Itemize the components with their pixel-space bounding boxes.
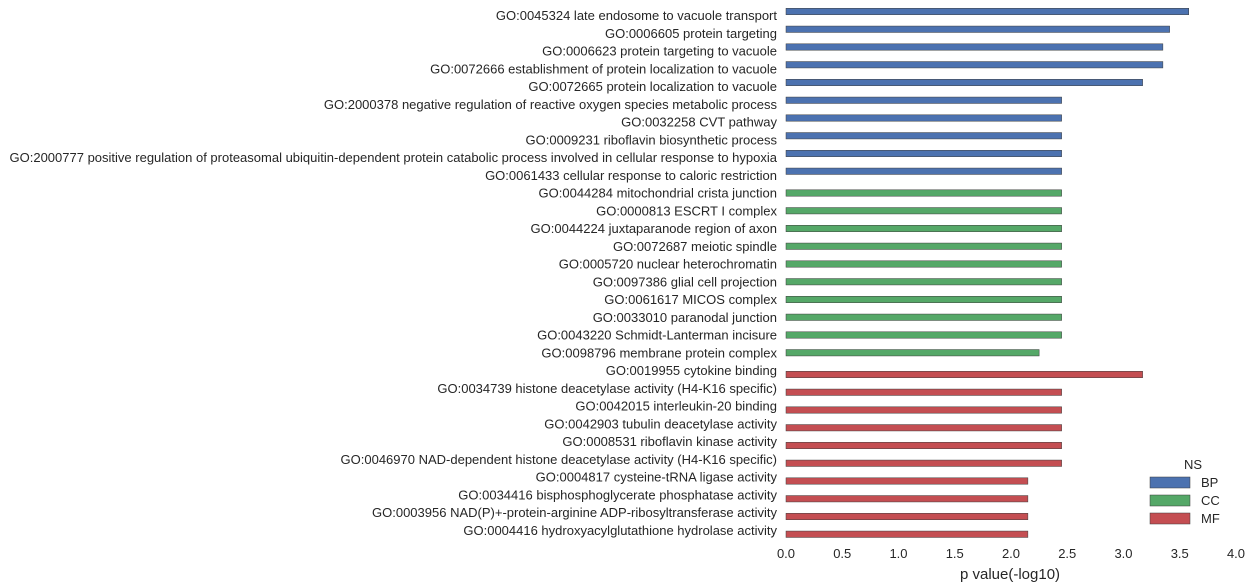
bar [785,406,1062,414]
x-tick-label: 1.5 [946,546,964,561]
bar [785,477,1029,485]
bar [785,278,1062,286]
category-label: GO:0046970 NAD-dependent histone deacety… [341,452,777,467]
category-label: GO:0098796 membrane protein complex [541,345,777,360]
bar [785,495,1029,503]
x-tick-label: 2.0 [1002,546,1020,561]
x-tick-label: 3.0 [1114,546,1132,561]
bar [785,424,1062,432]
legend: NS BP CC MF [1149,457,1220,526]
bar [785,513,1029,520]
legend-swatch [1149,512,1191,525]
x-tick-label: 0.5 [833,546,851,561]
x-tick-labels-group: 0.0 0.5 1.0 1.5 2.0 2.5 3.0 3.5 4.0 [777,546,1245,561]
category-label: GO:0009231 riboflavin biosynthetic proce… [526,132,778,147]
legend-title: NS [1184,457,1202,472]
legend-swatch [1149,494,1191,507]
legend-label: CC [1201,493,1220,508]
category-labels-group: GO:0045324 late endosome to vacuole tran… [10,8,778,538]
category-label: GO:0072666 establishment of protein loca… [430,61,777,76]
bar [785,459,1062,467]
category-label: GO:0045324 late endosome to vacuole tran… [496,8,778,23]
x-tick-label: 3.5 [1171,546,1189,561]
bar [785,530,1029,538]
category-label: GO:0044224 juxtaparanode region of axon [531,221,777,236]
category-label: GO:0000813 ESCRT I complex [596,203,777,218]
category-label: GO:0006605 protein targeting [605,26,777,41]
bar [785,25,1170,33]
bar [785,442,1062,449]
category-label: GO:0097386 glial cell projection [593,274,777,289]
bars-group [785,8,1189,538]
legend-label: BP [1201,475,1218,490]
category-label: GO:0061617 MICOS complex [604,292,777,307]
bar [785,260,1062,268]
category-label: GO:0033010 paranodal junction [593,310,777,325]
bar [785,225,1062,232]
legend-swatch [1149,476,1191,489]
category-label: GO:0072665 protein localization to vacuo… [528,79,777,94]
bar [785,313,1062,321]
category-label: GO:2000777 positive regulation of protea… [10,150,778,165]
category-label: GO:0004416 hydroxyacylglutathione hydrol… [463,523,777,538]
x-tick-label: 0.0 [777,546,795,561]
bar [785,61,1164,69]
category-label: GO:0042903 tubulin deacetylase activity [544,416,777,431]
x-tick-label: 2.5 [1058,546,1076,561]
category-label: GO:0008531 riboflavin kinase activity [562,434,777,449]
category-label: GO:0034416 bisphosphoglycerate phosphata… [458,487,777,502]
bar [785,331,1062,339]
bar [785,296,1062,303]
category-label: GO:0004817 cysteine-tRNA ligase activity [536,470,778,485]
category-label: GO:0005720 nuclear heterochromatin [559,257,777,272]
bar [785,79,1143,86]
category-label: GO:0044284 mitochondrial crista junction [539,186,777,201]
bar [785,189,1062,197]
category-label: GO:0032258 CVT pathway [621,115,777,130]
bar [785,150,1062,157]
category-label: GO:0006623 protein targeting to vacuole [542,44,777,59]
bar [785,114,1062,122]
category-label: GO:0042015 interleukin-20 binding [575,399,777,414]
bar [785,167,1062,175]
x-axis-label: p value(-log10) [960,566,1060,583]
bar [785,349,1040,357]
legend-label: MF [1201,511,1220,526]
category-label: GO:0019955 cytokine binding [606,363,777,378]
category-label: GO:0003956 NAD(P)+-protein-arginine ADP-… [372,505,777,520]
category-label: GO:0043220 Schmidt-Lanterman incisure [537,328,777,343]
category-label: GO:0072687 meiotic spindle [613,239,777,254]
bar [785,371,1143,378]
bar [785,388,1062,396]
bar [785,242,1062,250]
bar [785,8,1189,15]
category-label: GO:0061433 cellular response to caloric … [485,168,777,183]
bar [785,207,1062,215]
x-tick-label: 1.0 [889,546,907,561]
bar [785,132,1062,140]
bar [785,43,1164,51]
x-tick-label: 4.0 [1227,546,1245,561]
bar [785,96,1062,104]
category-label: GO:0034739 histone deacetylase activity … [437,381,777,396]
category-label: GO:2000378 negative regulation of reacti… [324,97,778,112]
